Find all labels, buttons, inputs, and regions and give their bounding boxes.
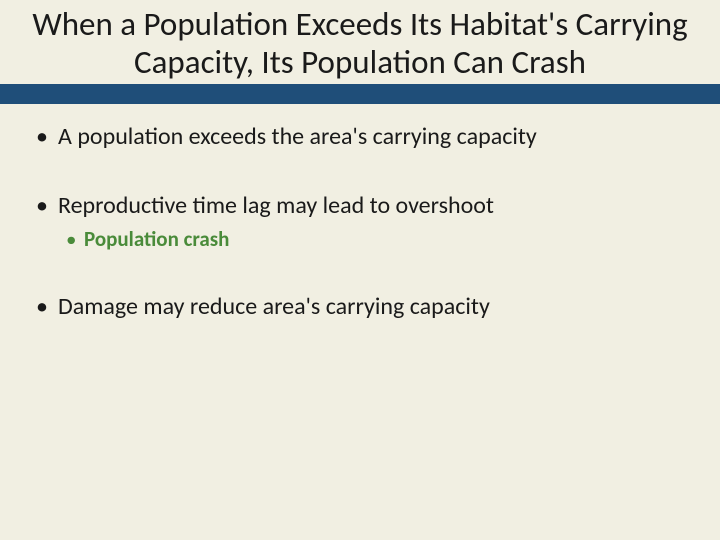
slide: When a Population Exceeds Its Habitat's … bbox=[0, 0, 720, 540]
bullet-text: A population exceeds the area's carrying… bbox=[58, 122, 537, 151]
title-container: When a Population Exceeds Its Habitat's … bbox=[0, 0, 720, 82]
slide-title: When a Population Exceeds Its Habitat's … bbox=[10, 6, 710, 82]
list-item: A population exceeds the area's carrying… bbox=[30, 122, 690, 151]
title-underline-bar bbox=[0, 84, 720, 104]
bullet-list: A population exceeds the area's carrying… bbox=[30, 122, 690, 321]
list-item: Damage may reduce area's carrying capaci… bbox=[30, 292, 690, 321]
list-item: Reproductive time lag may lead to oversh… bbox=[30, 191, 690, 252]
list-item: Population crash bbox=[58, 226, 690, 252]
content-area: A population exceeds the area's carrying… bbox=[0, 104, 720, 321]
bullet-text: Reproductive time lag may lead to oversh… bbox=[58, 191, 494, 220]
sub-bullet-list: Population crash bbox=[58, 226, 690, 252]
sub-bullet-text: Population crash bbox=[84, 226, 229, 252]
bullet-text: Damage may reduce area's carrying capaci… bbox=[58, 292, 490, 321]
